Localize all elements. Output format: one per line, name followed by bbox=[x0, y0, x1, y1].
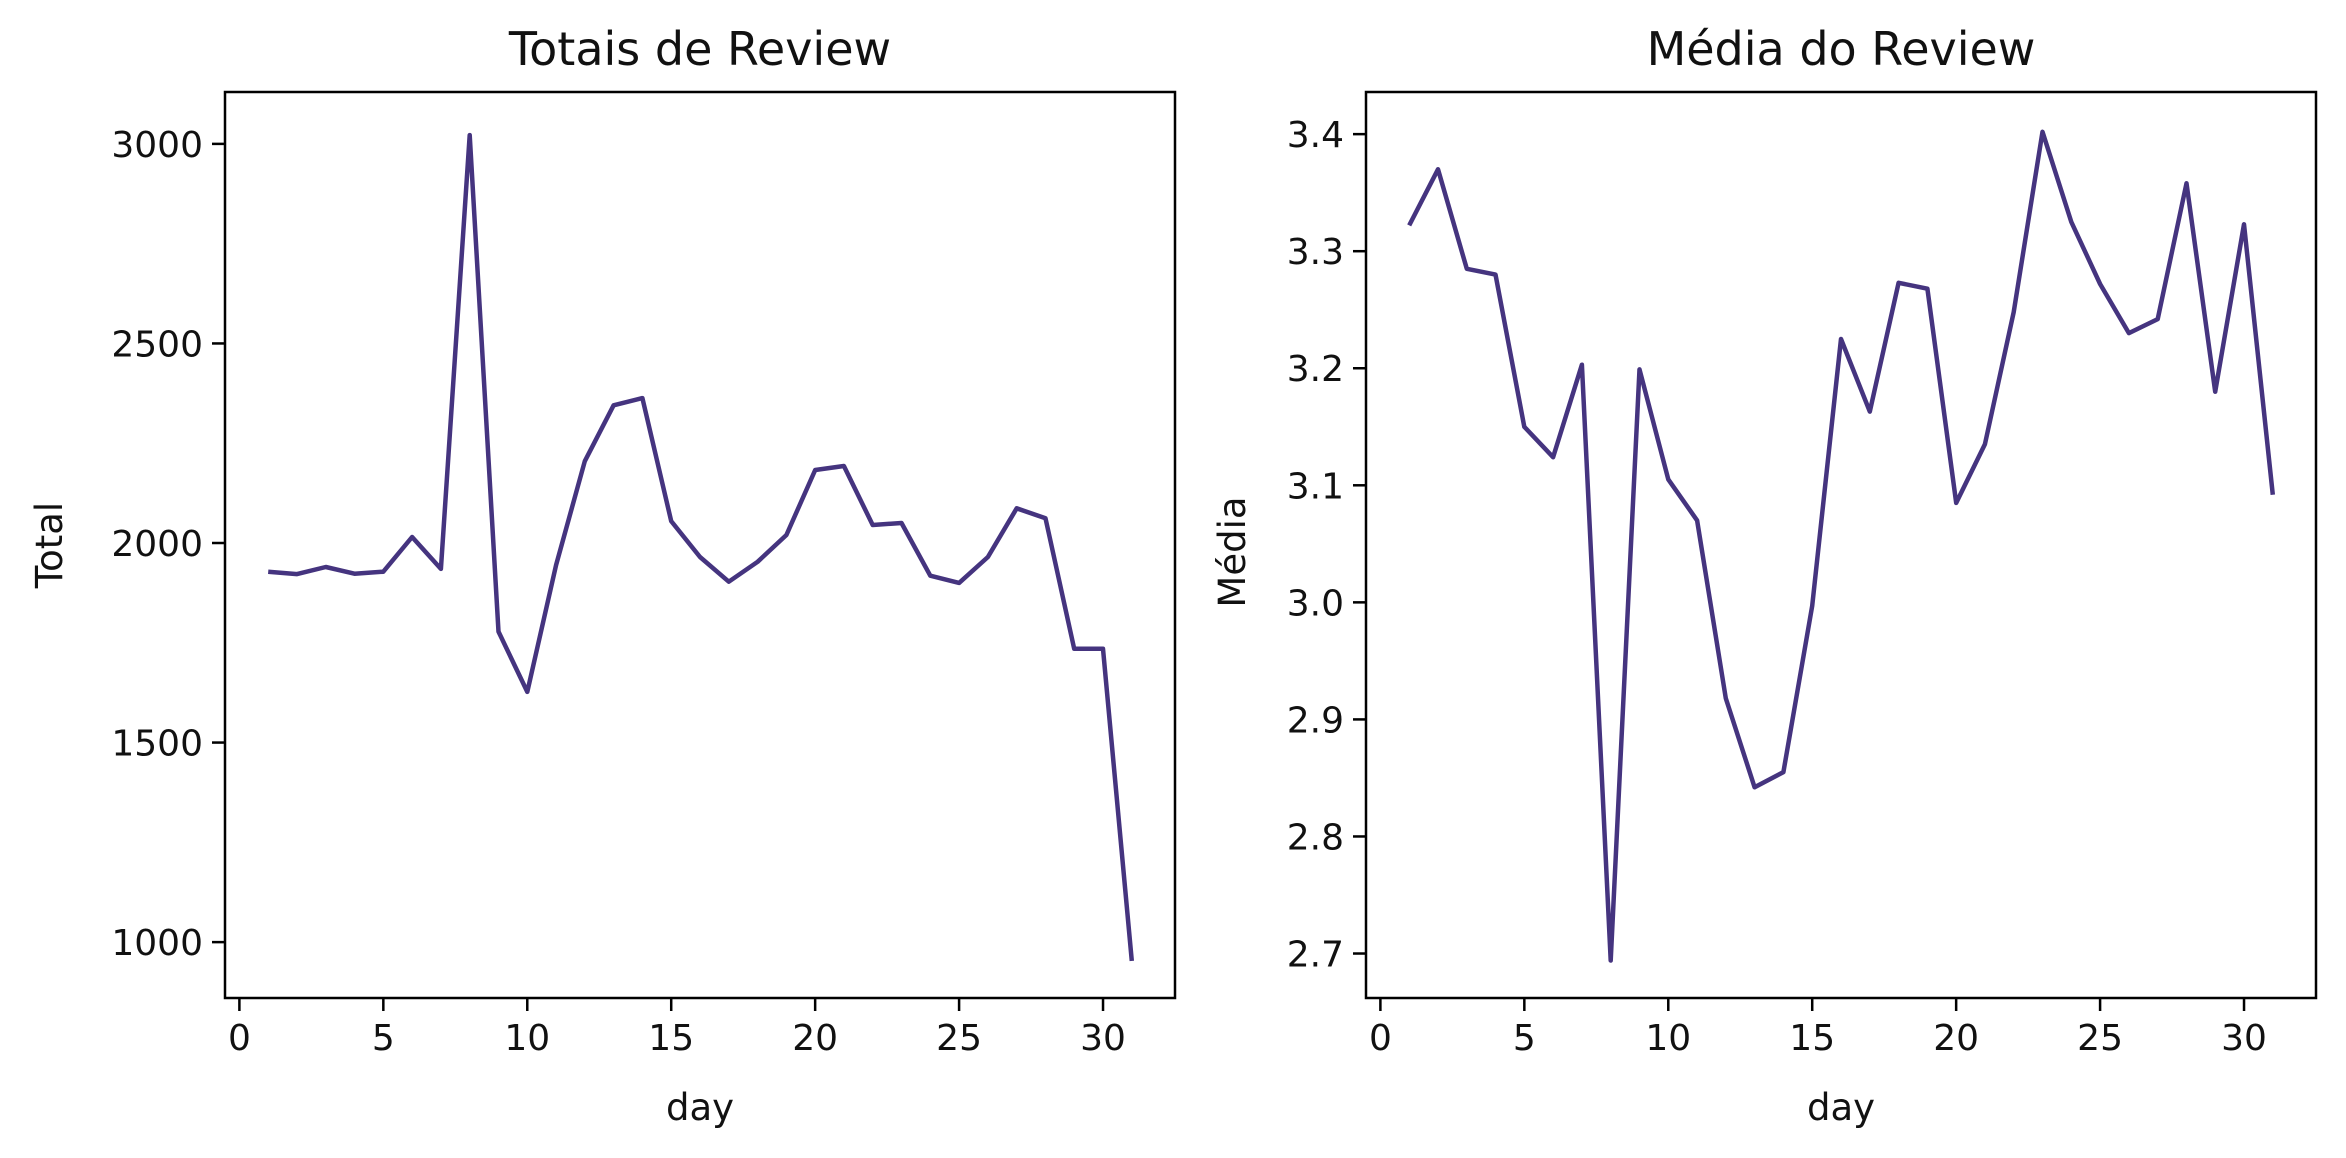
y-tick-label: 3.3 bbox=[1287, 232, 1344, 273]
y-tick-label: 3.2 bbox=[1287, 349, 1344, 390]
y-axis-label: Média bbox=[1211, 496, 1254, 607]
plot-area-frame bbox=[223, 90, 1177, 1000]
y-tick-label: 2.8 bbox=[1287, 817, 1344, 858]
x-ticks: 0 5 10 15 20 25 30 bbox=[1369, 998, 2267, 1059]
subplot-title: Totais de Review bbox=[508, 22, 891, 76]
subplot-media: Média do Review 0 5 10 15 20 25 30 2.7 2.8 2.9 3.… bbox=[1211, 22, 2318, 1129]
plot-area-frame bbox=[1364, 90, 2318, 1000]
x-tick-label: 10 bbox=[1645, 1018, 1691, 1059]
x-tick-label: 10 bbox=[504, 1018, 550, 1059]
series-line bbox=[1407, 129, 2276, 963]
x-tick-label: 25 bbox=[936, 1018, 982, 1059]
y-tick-label: 2000 bbox=[111, 524, 203, 565]
y-ticks: 1000 1500 2000 2500 3000 bbox=[111, 125, 225, 964]
x-tick-label: 30 bbox=[1080, 1018, 1126, 1059]
subplot-totais: Totais de Review 0 5 10 15 20 25 30 1000 1500 20… bbox=[28, 22, 1177, 1129]
y-tick-label: 2500 bbox=[111, 324, 203, 365]
x-tick-label: 15 bbox=[648, 1018, 694, 1059]
x-axis-label: day bbox=[666, 1086, 734, 1129]
x-tick-label: 20 bbox=[1933, 1018, 1979, 1059]
y-tick-label: 3.4 bbox=[1287, 115, 1344, 156]
y-tick-label: 3.1 bbox=[1287, 466, 1344, 507]
y-tick-label: 2.9 bbox=[1287, 700, 1344, 741]
x-tick-label: 5 bbox=[1513, 1018, 1536, 1059]
y-ticks: 2.7 2.8 2.9 3.0 3.1 3.2 3.3 3.4 bbox=[1287, 115, 1366, 976]
x-tick-label: 0 bbox=[228, 1018, 251, 1059]
y-tick-label: 1500 bbox=[111, 724, 203, 765]
x-ticks: 0 5 10 15 20 25 30 bbox=[228, 998, 1126, 1059]
x-tick-label: 20 bbox=[792, 1018, 838, 1059]
series-line bbox=[268, 132, 1135, 962]
y-tick-label: 1000 bbox=[111, 923, 203, 964]
subplot-title: Média do Review bbox=[1647, 22, 2036, 76]
x-tick-label: 30 bbox=[2221, 1018, 2267, 1059]
x-axis-label: day bbox=[1807, 1086, 1875, 1129]
x-tick-label: 5 bbox=[372, 1018, 395, 1059]
y-axis-label: Total bbox=[28, 502, 71, 589]
y-tick-label: 3.0 bbox=[1287, 583, 1344, 624]
y-tick-label: 2.7 bbox=[1287, 935, 1344, 976]
x-tick-label: 0 bbox=[1369, 1018, 1392, 1059]
x-tick-label: 15 bbox=[1789, 1018, 1835, 1059]
x-tick-label: 25 bbox=[2077, 1018, 2123, 1059]
y-tick-label: 3000 bbox=[111, 125, 203, 166]
